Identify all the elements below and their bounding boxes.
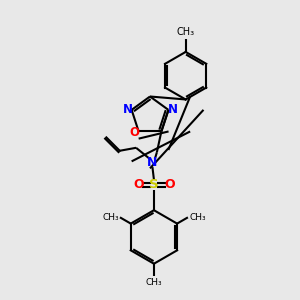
Text: N: N: [122, 103, 133, 116]
Text: CH₃: CH₃: [146, 278, 162, 287]
Text: O: O: [133, 178, 144, 191]
Text: CH₃: CH₃: [189, 213, 206, 222]
Text: N: N: [147, 156, 158, 169]
Text: O: O: [164, 178, 175, 191]
Text: CH₃: CH₃: [102, 213, 119, 222]
Text: N: N: [167, 103, 178, 116]
Text: O: O: [130, 125, 140, 139]
Text: CH₃: CH₃: [177, 27, 195, 37]
Text: S: S: [149, 178, 159, 191]
